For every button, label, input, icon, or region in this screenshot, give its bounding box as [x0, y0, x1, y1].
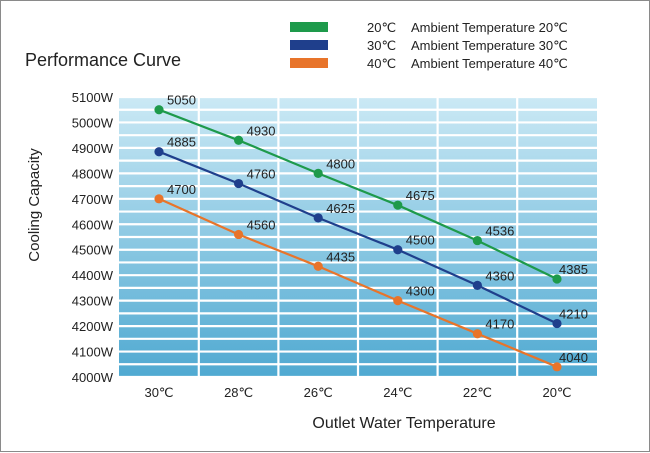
- y-tick-label: 4800W: [72, 166, 114, 181]
- data-label: 4435: [326, 249, 355, 264]
- y-tick-label: 4400W: [72, 268, 114, 283]
- data-label: 4040: [559, 350, 588, 365]
- data-label: 4210: [559, 307, 588, 322]
- y-tick-label: 4000W: [72, 370, 114, 385]
- data-point: [552, 318, 562, 329]
- data-point: [313, 261, 323, 271]
- data-point: [472, 280, 482, 290]
- data-point: [234, 229, 244, 240]
- y-tick-label: 4900W: [72, 141, 114, 156]
- grid-lines: [119, 95, 597, 379]
- legend-label: Ambient Temperature 40℃: [411, 56, 568, 71]
- legend-prefix: 20℃: [367, 20, 396, 35]
- data-label: 4800: [326, 156, 355, 171]
- data-label: 4300: [406, 284, 435, 299]
- data-label: 4170: [485, 317, 514, 332]
- x-tick-label: 28℃: [224, 385, 253, 400]
- x-tick-label: 22℃: [463, 385, 492, 400]
- y-axis-label: Cooling Capacity: [26, 148, 43, 262]
- y-tick-label: 4600W: [72, 217, 114, 232]
- data-label: 4385: [559, 262, 588, 277]
- chart-title: Performance Curve: [25, 50, 181, 70]
- series-points: [154, 105, 562, 372]
- y-tick-label: 4700W: [72, 192, 114, 207]
- y-tick-label: 4500W: [72, 243, 114, 258]
- data-point: [234, 135, 244, 145]
- y-tick-label: 4200W: [72, 319, 114, 334]
- data-point: [472, 329, 482, 339]
- legend-prefix: 30℃: [367, 38, 396, 53]
- data-label: 4560: [247, 217, 276, 232]
- data-point: [393, 296, 403, 306]
- y-axis-ticks: 4000W 4100W 4200W 4300W 4400W 4500W 4600W 4700W…: [72, 90, 114, 385]
- data-point: [154, 194, 164, 204]
- data-point: [552, 362, 562, 372]
- x-tick-label: 24℃: [383, 385, 412, 400]
- data-point: [393, 245, 403, 255]
- y-tick-label: 4100W: [72, 345, 114, 360]
- data-label: 4930: [247, 123, 276, 138]
- series-lines: [158, 108, 558, 368]
- data-point: [393, 200, 403, 210]
- data-label: 4700: [167, 182, 196, 197]
- series-line: [158, 150, 558, 325]
- series-line: [158, 197, 558, 368]
- data-label: 4500: [406, 233, 435, 248]
- legend-prefix: 40℃: [367, 56, 396, 71]
- x-axis-label: Outlet Water Temperature: [312, 415, 495, 432]
- y-tick-label: 5000W: [72, 115, 114, 130]
- data-label: 4625: [326, 201, 355, 216]
- data-label: 5050: [167, 93, 196, 108]
- legend-swatch: [290, 40, 328, 50]
- x-tick-label: 30℃: [144, 385, 173, 400]
- legend-swatch: [290, 58, 328, 68]
- legend-label: Ambient Temperature 20℃: [411, 20, 568, 35]
- data-point: [313, 168, 323, 178]
- legend: 20℃ Ambient Temperature 20℃ 30℃ Ambient Tem…: [290, 20, 568, 71]
- data-point: [154, 105, 164, 115]
- series-line: [158, 108, 558, 280]
- data-label: 4536: [485, 224, 514, 239]
- data-label: 4885: [167, 135, 196, 150]
- data-label: 4760: [247, 167, 276, 182]
- y-tick-label: 5100W: [72, 90, 114, 105]
- data-point: [234, 178, 244, 189]
- x-axis-ticks: 30℃ 28℃ 26℃ 24℃ 22℃ 20℃: [144, 385, 571, 400]
- data-point: [313, 213, 323, 223]
- data-label: 4360: [485, 268, 514, 283]
- x-tick-label: 20℃: [542, 385, 571, 400]
- data-labels: 5050 4930 4800 4675 4536 4385 4885 4760 4625 4500…: [167, 93, 588, 365]
- data-label: 4675: [406, 188, 435, 203]
- x-tick-label: 26℃: [304, 385, 333, 400]
- y-tick-label: 4300W: [72, 294, 114, 309]
- legend-label: Ambient Temperature 30℃: [411, 38, 568, 53]
- legend-swatch: [290, 22, 328, 32]
- data-point: [472, 235, 482, 246]
- data-point: [552, 274, 562, 284]
- data-point: [154, 147, 164, 157]
